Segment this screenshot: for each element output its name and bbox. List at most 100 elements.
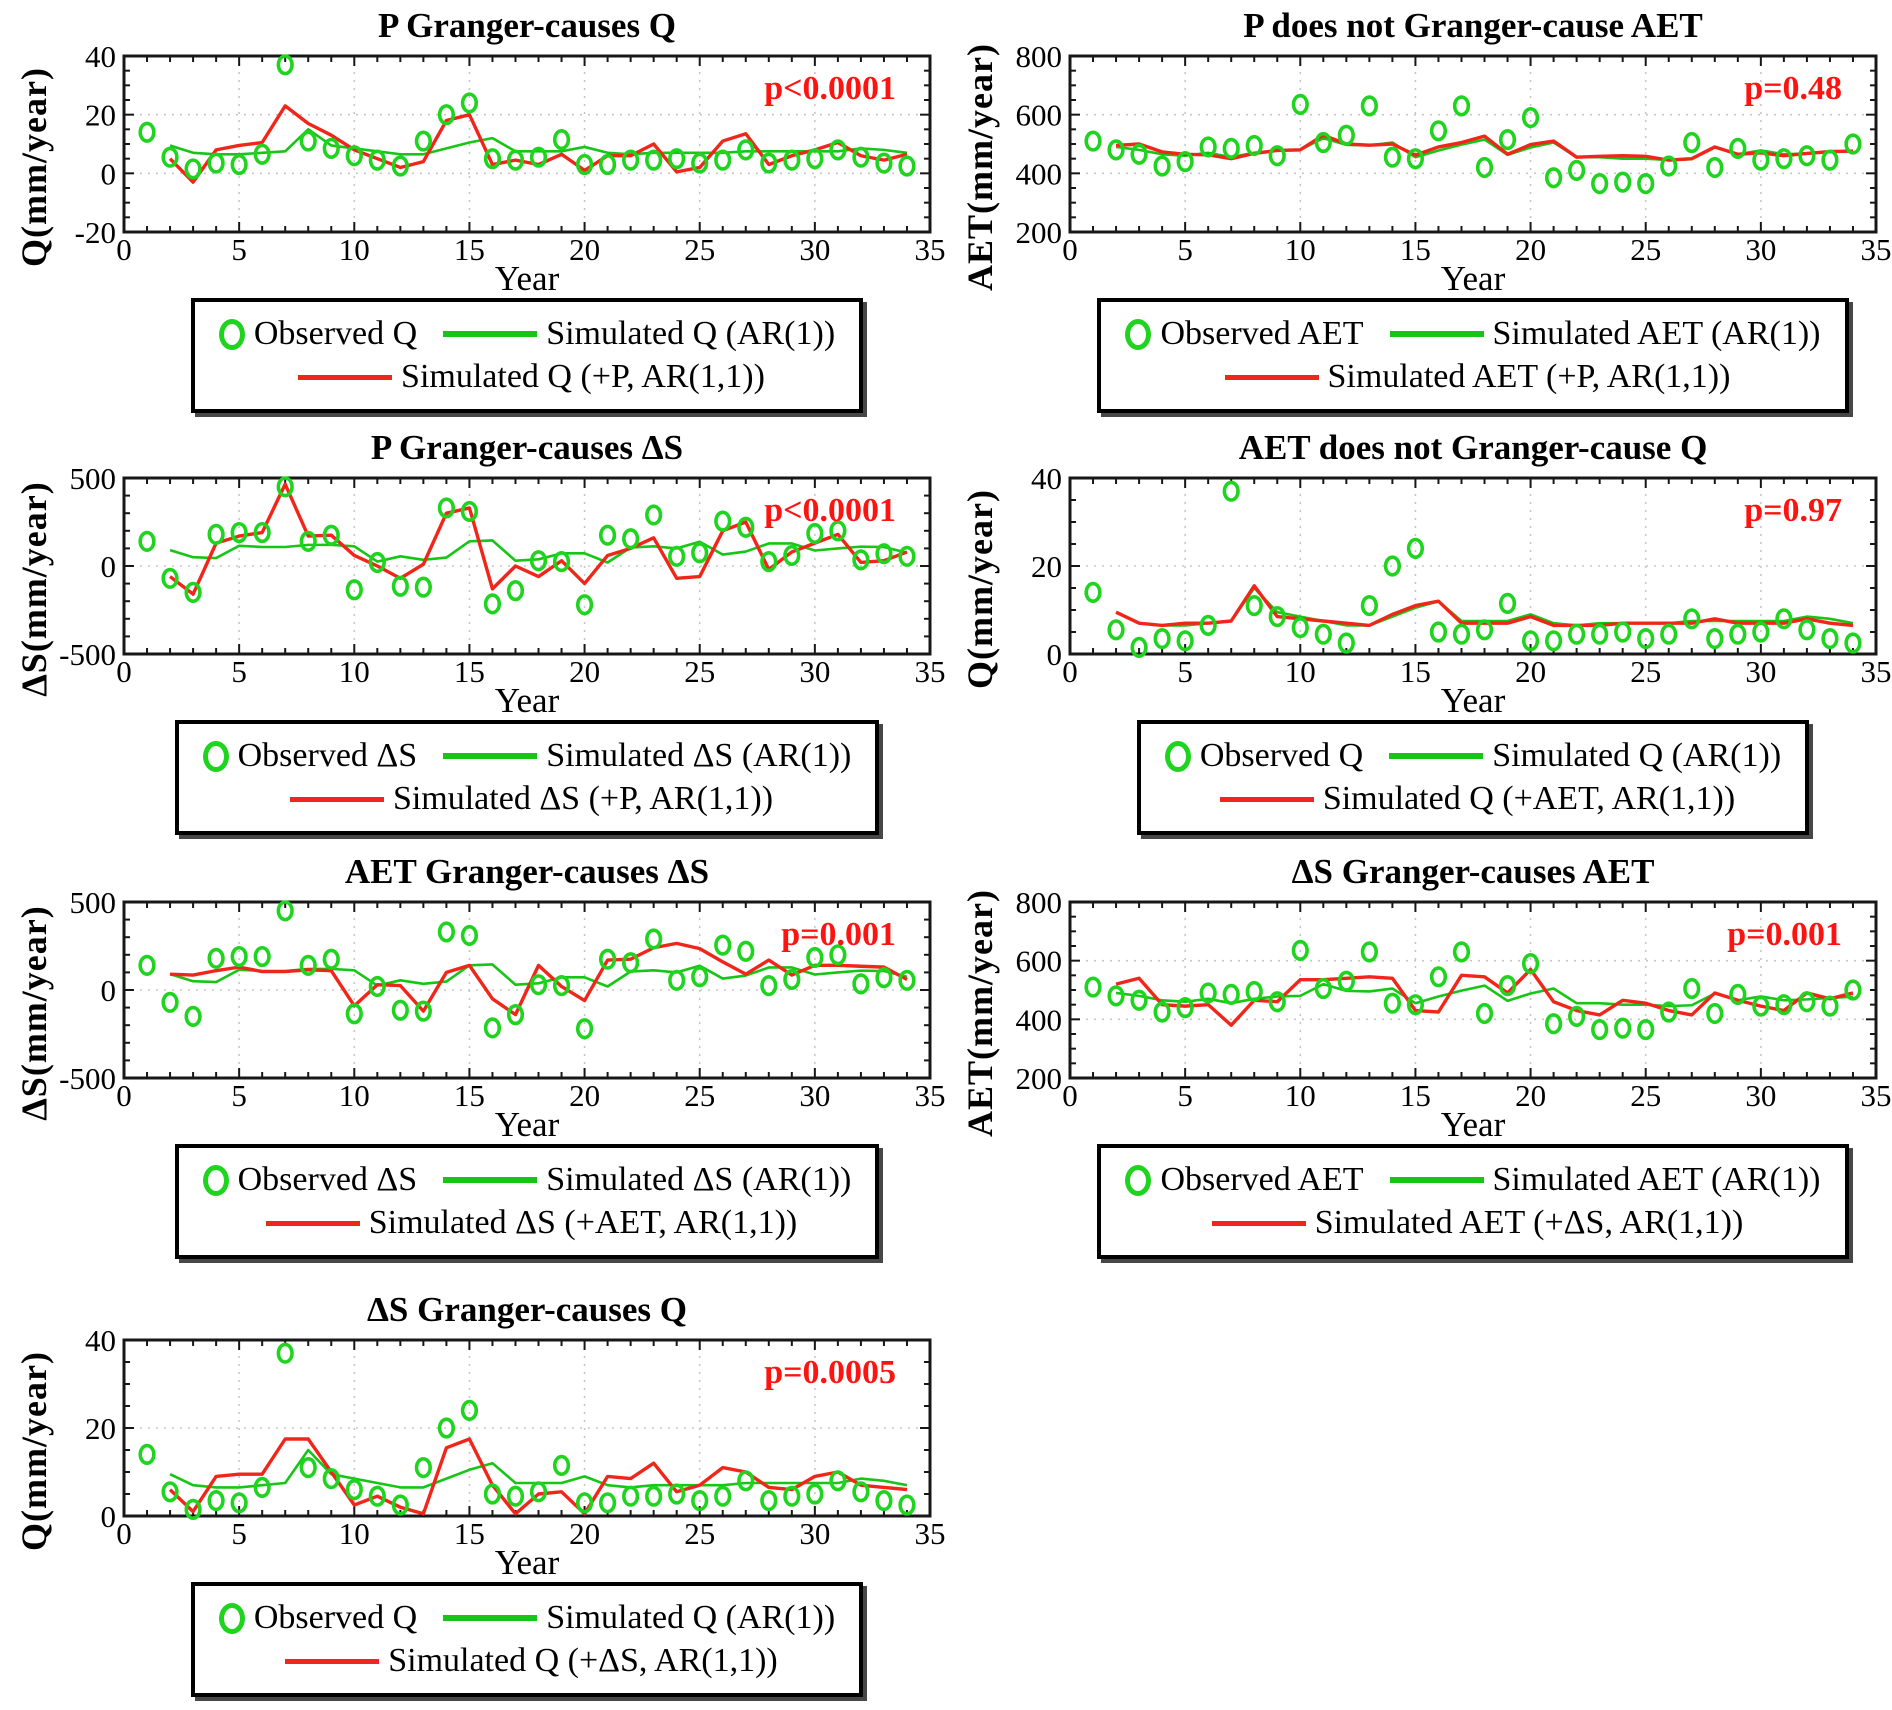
- svg-text:35: 35: [1861, 654, 1892, 689]
- legend-observed-label: Observed AET: [1160, 315, 1364, 352]
- svg-text:30: 30: [799, 232, 830, 267]
- legend-ar1-label: Simulated AET (AR(1)): [1492, 315, 1821, 352]
- legend-observed-label: Observed AET: [1160, 1161, 1364, 1198]
- legend-observed-label: Observed Q: [253, 1599, 418, 1636]
- cause-line-icon: [285, 1658, 380, 1664]
- svg-text:10: 10: [339, 1516, 370, 1551]
- svg-text:0: 0: [101, 549, 117, 584]
- legend-box: Observed Q Simulated Q (AR(1)) Simulated…: [1136, 720, 1810, 835]
- svg-text:15: 15: [454, 232, 485, 267]
- svg-text:0: 0: [1062, 232, 1078, 267]
- plot-area: 0 5 10 15 20 25 30 35 40 20 0 Year: [1031, 464, 1892, 714]
- ar1-line-icon: [1389, 753, 1484, 759]
- legend-cause-label: Simulated AET (+P, AR(1,1)): [1327, 358, 1731, 395]
- svg-text:25: 25: [684, 232, 715, 267]
- x-axis-label: Year: [495, 1105, 560, 1138]
- p-value-annotation: p<0.0001: [764, 70, 896, 107]
- svg-text:25: 25: [1630, 1078, 1661, 1113]
- legend-row-2: Simulated Q (+AET, AR(1,1)): [1165, 780, 1781, 818]
- svg-text:30: 30: [1745, 232, 1776, 267]
- svg-text:0: 0: [116, 654, 132, 689]
- legend-row-1: Observed ΔS Simulated ΔS (AR(1)): [202, 737, 852, 775]
- chart-panel: P Granger-causes ΔS ΔS(mm/year) 0 5 10 15 20…: [0, 428, 946, 848]
- svg-text:200: 200: [1016, 1061, 1063, 1096]
- panel-title: AET Granger-causes ΔS: [344, 852, 710, 891]
- legend-wrap: Observed Q Simulated Q (AR(1)) Simulated…: [1070, 720, 1876, 835]
- legend-row-1: Observed Q Simulated Q (AR(1)): [218, 315, 835, 353]
- legend-cause-label: Simulated Q (+AET, AR(1,1)): [1322, 780, 1736, 817]
- legend-row-2: Simulated ΔS (+AET, AR(1,1)): [203, 1204, 852, 1242]
- p-value-annotation: p=0.0005: [764, 1354, 896, 1391]
- legend-observed-label: Observed ΔS: [237, 1161, 418, 1198]
- legend-observed-label: Observed Q: [1199, 737, 1364, 774]
- cause-line-icon: [265, 1220, 360, 1226]
- svg-text:35: 35: [915, 1516, 946, 1551]
- svg-text:0: 0: [1047, 637, 1063, 672]
- legend-row-2: Simulated Q (+ΔS, AR(1,1)): [219, 1642, 835, 1680]
- p-value-annotation: p<0.0001: [764, 492, 896, 529]
- legend-cause-label: Simulated ΔS (+P, AR(1,1)): [392, 780, 774, 817]
- svg-text:20: 20: [1515, 654, 1546, 689]
- svg-text:400: 400: [1016, 1002, 1063, 1037]
- observed-marker-icon: [1125, 1164, 1152, 1196]
- svg-text:10: 10: [1285, 232, 1316, 267]
- svg-text:5: 5: [231, 654, 247, 689]
- observed-marker-icon: [218, 318, 245, 350]
- svg-text:20: 20: [569, 654, 600, 689]
- x-axis-label: Year: [495, 259, 560, 292]
- svg-text:600: 600: [1016, 98, 1063, 133]
- svg-text:25: 25: [684, 654, 715, 689]
- svg-text:35: 35: [915, 232, 946, 267]
- legend-row-1: Observed ΔS Simulated ΔS (AR(1)): [202, 1161, 851, 1199]
- svg-text:25: 25: [1630, 232, 1661, 267]
- legend-row-1: Observed Q Simulated Q (AR(1)): [1164, 737, 1781, 775]
- svg-text:15: 15: [1400, 1078, 1431, 1113]
- p-value-annotation: p=0.001: [1727, 916, 1842, 953]
- svg-text:0: 0: [101, 156, 117, 191]
- svg-text:5: 5: [1177, 232, 1193, 267]
- legend-wrap: Observed Q Simulated Q (AR(1)) Simulated…: [124, 1582, 930, 1697]
- svg-text:20: 20: [85, 1411, 116, 1446]
- svg-text:15: 15: [454, 654, 485, 689]
- legend-box: Observed Q Simulated Q (AR(1)) Simulated…: [190, 1582, 864, 1697]
- svg-text:30: 30: [799, 1078, 830, 1113]
- svg-text:5: 5: [231, 232, 247, 267]
- legend-box: Observed ΔS Simulated ΔS (AR(1)) Simulat…: [174, 1144, 880, 1259]
- svg-text:10: 10: [339, 1078, 370, 1113]
- legend-wrap: Observed AET Simulated AET (AR(1)) Simul…: [1070, 298, 1876, 413]
- legend-row-1: Observed AET Simulated AET (AR(1)): [1125, 315, 1821, 353]
- panel-title: AET does not Granger-cause Q: [1238, 428, 1708, 467]
- svg-text:600: 600: [1016, 944, 1063, 979]
- svg-text:800: 800: [1016, 42, 1063, 74]
- svg-text:20: 20: [569, 232, 600, 267]
- panel-title: ΔS Granger-causes AET: [1291, 852, 1655, 891]
- ar1-line-icon: [1389, 331, 1484, 337]
- svg-text:30: 30: [799, 654, 830, 689]
- svg-text:20: 20: [1515, 1078, 1546, 1113]
- svg-text:25: 25: [1630, 654, 1661, 689]
- legend-ar1-label: Simulated ΔS (AR(1)): [546, 737, 852, 774]
- svg-text:5: 5: [1177, 654, 1193, 689]
- svg-text:200: 200: [1016, 215, 1063, 250]
- svg-text:0: 0: [116, 1516, 132, 1551]
- svg-text:30: 30: [1745, 654, 1776, 689]
- observed-marker-icon: [202, 740, 229, 772]
- x-axis-label: Year: [1441, 681, 1506, 714]
- x-axis-label: Year: [1441, 1105, 1506, 1138]
- chart-panel: AET does not Granger-cause Q Q(mm/year) …: [946, 428, 1892, 848]
- svg-text:10: 10: [1285, 1078, 1316, 1113]
- x-axis-label: Year: [495, 681, 560, 714]
- legend-cause-label: Simulated Q (+ΔS, AR(1,1)): [388, 1642, 778, 1679]
- ar1-line-icon: [443, 331, 538, 337]
- svg-text:20: 20: [85, 98, 116, 133]
- svg-text:0: 0: [116, 1078, 132, 1113]
- svg-text:-20: -20: [75, 215, 116, 250]
- panel-title: P Granger-causes Q: [377, 6, 677, 45]
- svg-text:5: 5: [1177, 1078, 1193, 1113]
- legend-row-1: Observed AET Simulated AET (AR(1)): [1125, 1161, 1821, 1199]
- svg-text:40: 40: [85, 42, 116, 74]
- ar1-line-icon: [443, 753, 538, 759]
- plot-area: 0 5 10 15 20 25 30 35 40 20 0 Year: [85, 1326, 946, 1576]
